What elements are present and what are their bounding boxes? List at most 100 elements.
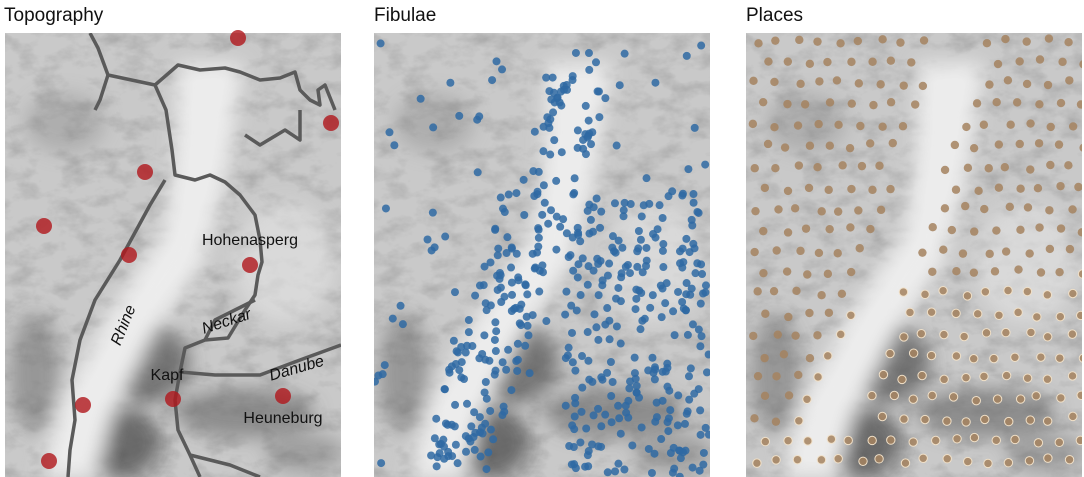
site-marker: [323, 115, 339, 131]
fibula-point: [596, 256, 605, 265]
place-point: [1079, 60, 1082, 69]
place-point: [779, 350, 789, 359]
fibula-point: [584, 356, 593, 365]
fibula-point: [462, 341, 471, 350]
place-point: [771, 36, 780, 45]
fibula-point: [507, 306, 516, 315]
fibula-point: [507, 278, 516, 287]
place-point: [804, 183, 814, 193]
place-point: [794, 416, 804, 426]
fibula-point: [679, 448, 688, 457]
fibula-point: [461, 432, 470, 441]
place-point: [910, 100, 920, 109]
fibula-point: [574, 260, 583, 269]
place-point: [874, 454, 884, 464]
place-point: [1003, 76, 1013, 85]
place-point: [970, 227, 979, 236]
fibula-point: [678, 297, 687, 306]
fibula-point: [507, 263, 516, 272]
fibula-point: [491, 347, 500, 356]
fibula-point: [658, 367, 667, 376]
place-point: [969, 354, 979, 364]
place-point: [846, 310, 856, 320]
place-point: [984, 164, 993, 173]
place-point: [899, 332, 909, 342]
place-point: [854, 79, 864, 88]
fibula-point: [428, 208, 437, 217]
place-point: [919, 36, 929, 45]
fibula-point: [500, 407, 509, 416]
fibula-point: [530, 127, 539, 136]
place-point: [979, 120, 989, 129]
place-point: [926, 350, 937, 361]
fibula-point: [610, 199, 619, 208]
fibula-point: [616, 429, 625, 438]
sites: [36, 30, 339, 469]
place-point: [1068, 411, 1078, 422]
fibula-point: [693, 259, 702, 268]
fibula-point: [685, 395, 694, 404]
fibula-point: [661, 299, 670, 308]
fibula-point: [450, 288, 459, 297]
place-point: [908, 394, 918, 404]
place-point: [753, 287, 762, 296]
place-point: [770, 122, 779, 132]
fibula-point: [646, 303, 655, 312]
fibula-point: [633, 247, 642, 256]
place-point: [985, 249, 994, 259]
fibula-point: [594, 404, 603, 413]
fibula-point: [680, 419, 689, 428]
fibula-point: [592, 194, 601, 203]
fibula-point: [573, 223, 582, 232]
place-point: [1015, 57, 1024, 66]
place-point: [979, 371, 989, 382]
site-marker: [275, 388, 291, 404]
place-point: [940, 165, 950, 175]
place-point: [1056, 224, 1066, 233]
place-point: [878, 369, 889, 380]
place-point: [805, 59, 815, 68]
fibula-point: [666, 406, 675, 415]
fibula-point: [597, 373, 606, 382]
place-point: [971, 395, 981, 406]
fibula-point: [682, 51, 691, 60]
place-point: [1079, 143, 1082, 152]
fibula-point: [583, 133, 592, 142]
place-point: [1026, 327, 1036, 338]
place-point: [1068, 288, 1078, 299]
place-point: [1001, 34, 1010, 44]
fibula-point: [612, 294, 621, 303]
place-point: [750, 164, 759, 173]
fibula-point: [570, 189, 579, 198]
fibula-point: [432, 414, 441, 423]
place-point: [824, 308, 834, 317]
fibula-point: [374, 377, 379, 386]
fibula-point: [693, 207, 702, 216]
site-marker: [242, 257, 258, 273]
place-point: [1003, 285, 1013, 296]
fibula-point: [451, 400, 460, 409]
place-point: [796, 79, 805, 89]
place-point: [760, 436, 771, 447]
place-point: [792, 454, 803, 465]
place-point: [962, 122, 971, 132]
place-point: [805, 141, 815, 150]
place-point: [974, 186, 983, 196]
fibula-point: [584, 49, 593, 58]
fibula-point: [644, 444, 653, 453]
fibula-point: [572, 306, 581, 315]
fibula-point: [673, 421, 682, 430]
place-point: [783, 57, 793, 66]
place-label: Hohenasperg: [202, 232, 298, 249]
place-point: [813, 372, 823, 382]
fibula-point: [594, 87, 603, 96]
fibula-point: [603, 468, 612, 477]
fibula-point: [423, 235, 432, 244]
place-point: [1043, 453, 1053, 463]
fibula-point: [484, 448, 493, 457]
place-point: [916, 328, 927, 339]
place-point: [898, 287, 909, 297]
place-point: [1042, 290, 1053, 300]
fibula-point: [576, 291, 585, 300]
fibula-point: [569, 442, 578, 451]
